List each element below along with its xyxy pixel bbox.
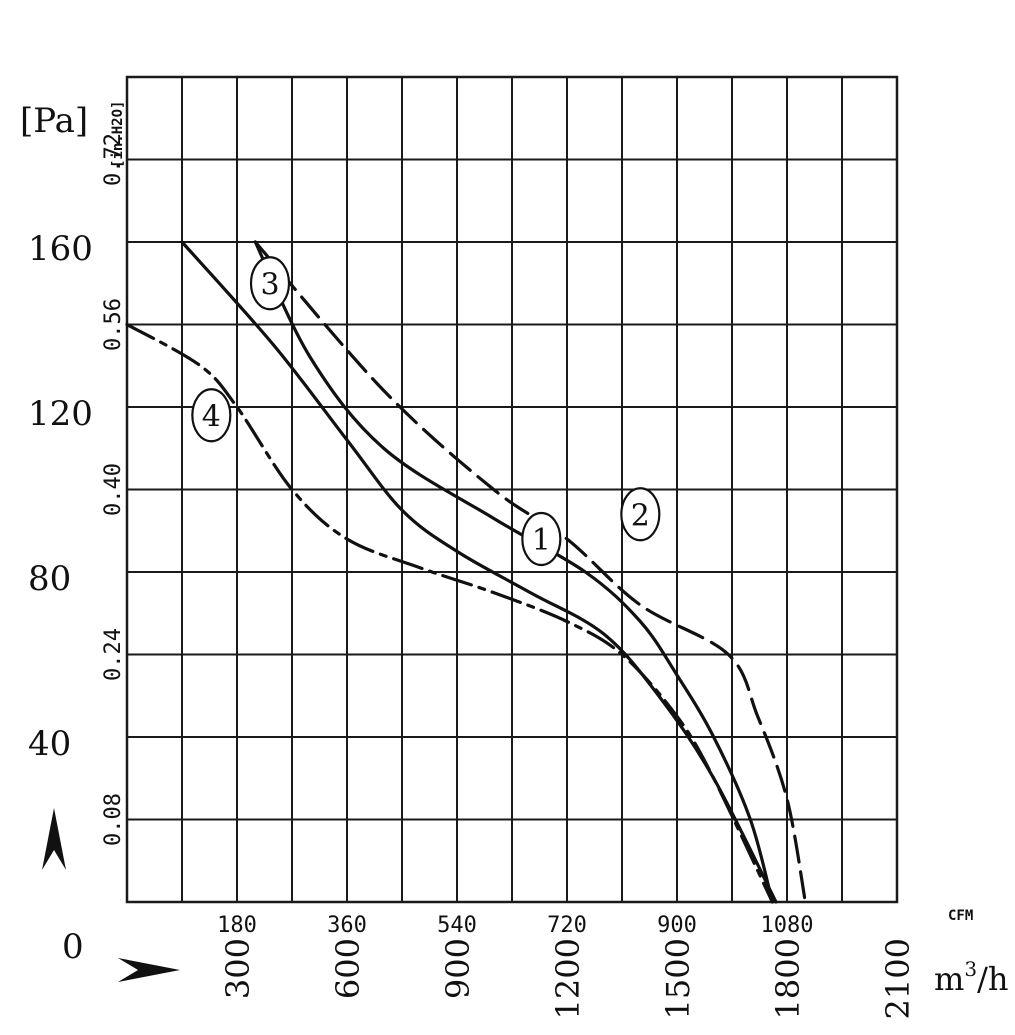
labels: 0 40 80 120 160 0.08 0.24 0.40 0.56 0.72 180 360 540… xyxy=(28,133,917,1019)
svg-text:1: 1 xyxy=(532,523,551,558)
x-tick-m3h: 300 xyxy=(219,938,257,999)
x-tick-m3h: 2100 xyxy=(879,938,917,1019)
x-tick-cfm: 720 xyxy=(547,913,587,938)
y-tick-inh2o: 0.24 xyxy=(101,628,126,681)
x-tick-cfm: 900 xyxy=(657,913,697,938)
plot-frame xyxy=(125,75,899,904)
y-arrow-icon xyxy=(42,808,66,870)
curve-3 xyxy=(180,240,778,904)
y-tick-pa: 120 xyxy=(28,394,93,434)
series-label-1: 1 xyxy=(521,511,562,567)
x-tick-cfm: 180 xyxy=(217,913,257,938)
x-axis-unit-cfm: CFM xyxy=(948,908,973,924)
x-tick-m3h: 600 xyxy=(329,938,367,999)
x-tick-cfm: 540 xyxy=(437,913,477,938)
y-tick-pa: 0 xyxy=(62,927,84,967)
svg-text:4: 4 xyxy=(202,399,221,434)
y-tick-pa: 160 xyxy=(28,229,93,269)
y-tick-inh2o: 0.72 xyxy=(101,133,126,186)
x-tick-m3h: 900 xyxy=(439,938,477,999)
y-tick-inh2o: 0.08 xyxy=(101,793,126,846)
curve-4 xyxy=(125,322,774,904)
x-tick-cfm: 360 xyxy=(327,913,367,938)
y-tick-inh2o: 0.56 xyxy=(101,298,126,351)
x-tick-m3h: 1500 xyxy=(659,938,697,1019)
x-tick-m3h: 1800 xyxy=(769,938,807,1019)
svg-text:3: 3 xyxy=(260,267,279,302)
grid xyxy=(127,77,897,902)
x-tick-m3h: 1200 xyxy=(549,938,587,1019)
svg-text:2: 2 xyxy=(631,498,650,533)
series-label-3: 3 xyxy=(249,256,291,311)
curve-1 xyxy=(253,240,774,904)
y-tick-pa: 80 xyxy=(28,559,71,599)
curve-2 xyxy=(253,240,807,904)
y-axis-label-pa: [Pa] xyxy=(20,101,88,141)
y-axis-label-inh2o: [in.H2O] xyxy=(110,101,126,168)
curves xyxy=(125,240,807,904)
y-tick-inh2o: 0.40 xyxy=(101,463,126,516)
x-axis-unit-m3h: m3/h xyxy=(934,957,1008,998)
series-label-2: 2 xyxy=(620,487,661,542)
series-label-4: 4 xyxy=(191,388,232,443)
y-tick-pa: 40 xyxy=(28,724,71,764)
x-arrow-icon xyxy=(118,958,180,982)
x-tick-cfm: 1080 xyxy=(761,913,814,938)
